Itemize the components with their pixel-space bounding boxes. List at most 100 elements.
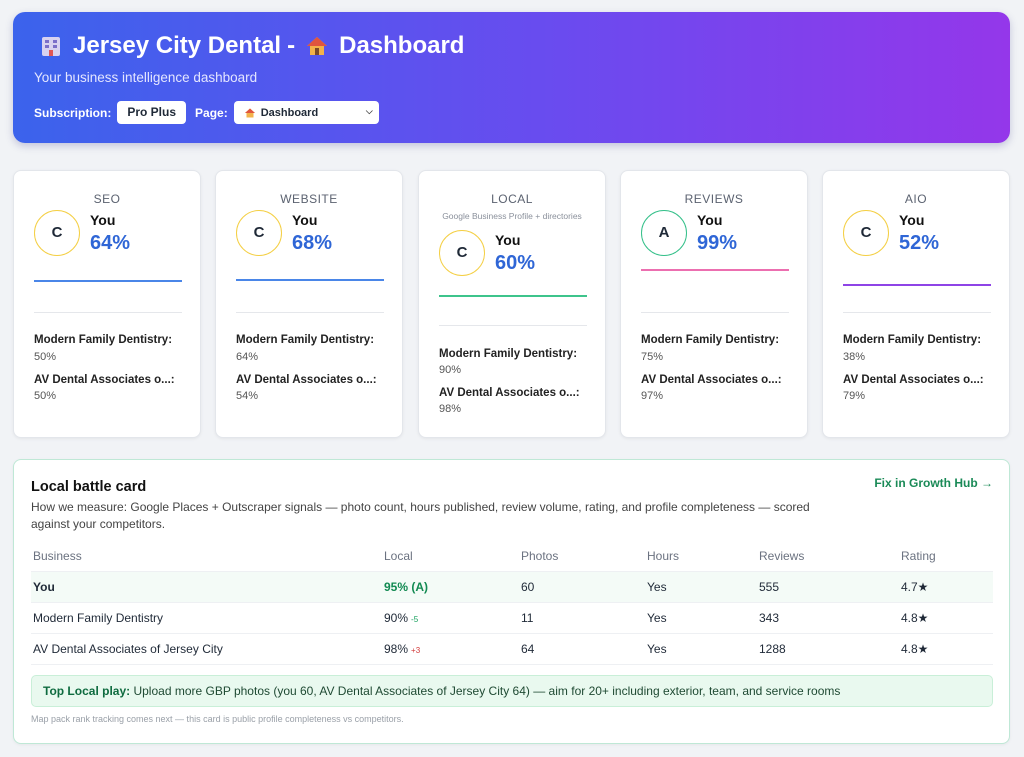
- house-icon: [307, 37, 328, 55]
- grade-badge: C: [236, 210, 282, 256]
- score-card-aio: AIO C You 52% Modern Family Dentistry: 3…: [822, 170, 1010, 438]
- competitor-name: Modern Family Dentistry:: [236, 334, 375, 346]
- competitor-name: Modern Family Dentistry:: [641, 334, 780, 346]
- page-select-value: Dashboard: [260, 106, 319, 119]
- you-label: You: [899, 212, 925, 228]
- score-bar: [439, 295, 587, 297]
- score-card-reviews: REVIEWS A You 99% Modern Family Dentistr…: [620, 170, 808, 438]
- competitor-name: AV Dental Associates o...:: [236, 374, 377, 386]
- business-cell: Modern Family Dentistry: [33, 611, 164, 625]
- business-name: Jersey City Dental: [73, 32, 282, 59]
- competitor-name: Modern Family Dentistry:: [34, 334, 173, 346]
- photos-cell: 11: [521, 611, 534, 625]
- card-category: SEO: [93, 192, 121, 206]
- competitor-score: 98%: [439, 403, 462, 415]
- you-score: 99%: [697, 232, 738, 254]
- column-header: Business: [33, 549, 82, 563]
- hours-cell: Yes: [647, 642, 667, 656]
- card-category: WEBSITE: [280, 192, 338, 206]
- column-header: Reviews: [759, 549, 805, 563]
- you-label: You: [697, 212, 723, 228]
- column-header: Rating: [901, 549, 936, 563]
- house-icon: [244, 108, 255, 117]
- score-bar: [236, 279, 384, 281]
- competitor-name: AV Dental Associates o...:: [439, 387, 580, 399]
- battle-card-title: Local battle card: [31, 479, 147, 495]
- you-score: 68%: [292, 232, 333, 254]
- dental-clinic-icon: [42, 37, 60, 56]
- subscription-label: Subscription:: [34, 105, 112, 120]
- divider: [34, 312, 182, 313]
- tip-label: Top Local play:: [43, 684, 131, 698]
- divider: [843, 312, 991, 313]
- divider: [236, 312, 384, 313]
- competitor-score: 54%: [236, 390, 259, 402]
- competitor-name: Modern Family Dentistry:: [843, 334, 982, 346]
- column-header: Local: [384, 549, 413, 563]
- page-label: Page:: [195, 105, 228, 120]
- battle-card-description: How we measure: Google Places + Outscrap…: [31, 500, 810, 531]
- grade-badge: C: [439, 230, 485, 276]
- score-card-website: WEBSITE C You 68% Modern Family Dentistr…: [215, 170, 403, 438]
- grade-badge: C: [843, 210, 889, 256]
- competitor-score: 50%: [34, 351, 57, 363]
- table-row: Modern Family Dentistry 90% -5 11 Yes 343…: [31, 603, 993, 634]
- you-score: 64%: [90, 232, 131, 254]
- rating-cell: 4.8★: [901, 611, 929, 625]
- local-score-value: 98%: [384, 642, 409, 656]
- grade-badge: C: [34, 210, 80, 256]
- card-category: LOCAL: [491, 192, 533, 206]
- you-label: You: [292, 212, 318, 228]
- column-header: Photos: [521, 549, 559, 563]
- rating-cell: 4.7★: [901, 580, 929, 594]
- score-delta: -5: [411, 615, 419, 624]
- grade-badge: A: [641, 210, 687, 256]
- table-row: You 95% (A) 60 Yes 555 4.7★: [31, 572, 993, 603]
- dashboard-header: Jersey City Dental - Dashboard Your busi…: [13, 12, 1010, 143]
- competitor-score: 38%: [843, 351, 866, 363]
- competitor-name: AV Dental Associates o...:: [34, 374, 175, 386]
- you-label: You: [495, 232, 521, 248]
- rating-cell: 4.8★: [901, 642, 929, 656]
- competitor-score: 79%: [843, 390, 866, 402]
- photos-cell: 64: [521, 642, 535, 656]
- score-bar: [843, 284, 991, 286]
- table-header-row: Business Local Photos Hours Reviews Rati…: [31, 542, 993, 572]
- score-card-seo: SEO C You 64% Modern Family Dentistry: 5…: [13, 170, 201, 438]
- competitor-score: 90%: [439, 364, 462, 376]
- local-score-cell: 90% -5: [384, 611, 418, 625]
- card-category: AIO: [904, 192, 928, 206]
- table-row: AV Dental Associates of Jersey City 98% +…: [31, 634, 993, 665]
- competitor-name: AV Dental Associates o...:: [843, 374, 984, 386]
- business-cell: You: [33, 580, 55, 594]
- you-score: 52%: [899, 232, 940, 254]
- tip-text: Upload more GBP photos (you 60, AV Denta…: [133, 684, 841, 698]
- chevron-down-icon: ⌵: [365, 106, 373, 116]
- competitor-score: 97%: [641, 390, 664, 402]
- page-select[interactable]: Dashboard ⌵: [233, 101, 379, 124]
- local-score-cell: 98% +3: [384, 642, 420, 656]
- local-battle-card: Local battle card Fix in Growth Hub → Ho…: [13, 459, 1010, 744]
- hours-cell: Yes: [647, 611, 667, 625]
- local-score-value: 90%: [384, 611, 409, 625]
- fix-in-growth-hub-link[interactable]: Fix in Growth Hub →: [874, 476, 993, 490]
- top-local-play-banner: Top Local play: Upload more GBP photos (…: [31, 675, 993, 707]
- competitor-name: Modern Family Dentistry:: [439, 348, 578, 360]
- battle-card-footnote: Map pack rank tracking comes next — this…: [31, 714, 404, 724]
- battle-table: Business Local Photos Hours Reviews Rati…: [31, 542, 993, 665]
- score-bar: [34, 280, 182, 282]
- divider: [439, 325, 587, 326]
- competitor-name: AV Dental Associates o...:: [641, 374, 782, 386]
- photos-cell: 60: [521, 580, 535, 594]
- business-cell: AV Dental Associates of Jersey City: [33, 642, 223, 656]
- competitor-score: 75%: [641, 351, 664, 363]
- card-category: REVIEWS: [684, 192, 744, 206]
- hours-cell: Yes: [647, 580, 667, 594]
- card-subtitle: Google Business Profile + directories: [442, 211, 582, 221]
- you-label: You: [90, 212, 116, 228]
- score-bar: [641, 269, 789, 271]
- competitor-score: 64%: [236, 351, 259, 363]
- reviews-cell: 555: [759, 580, 780, 594]
- subscription-badge: Pro Plus: [117, 101, 187, 124]
- score-delta: +3: [411, 646, 421, 655]
